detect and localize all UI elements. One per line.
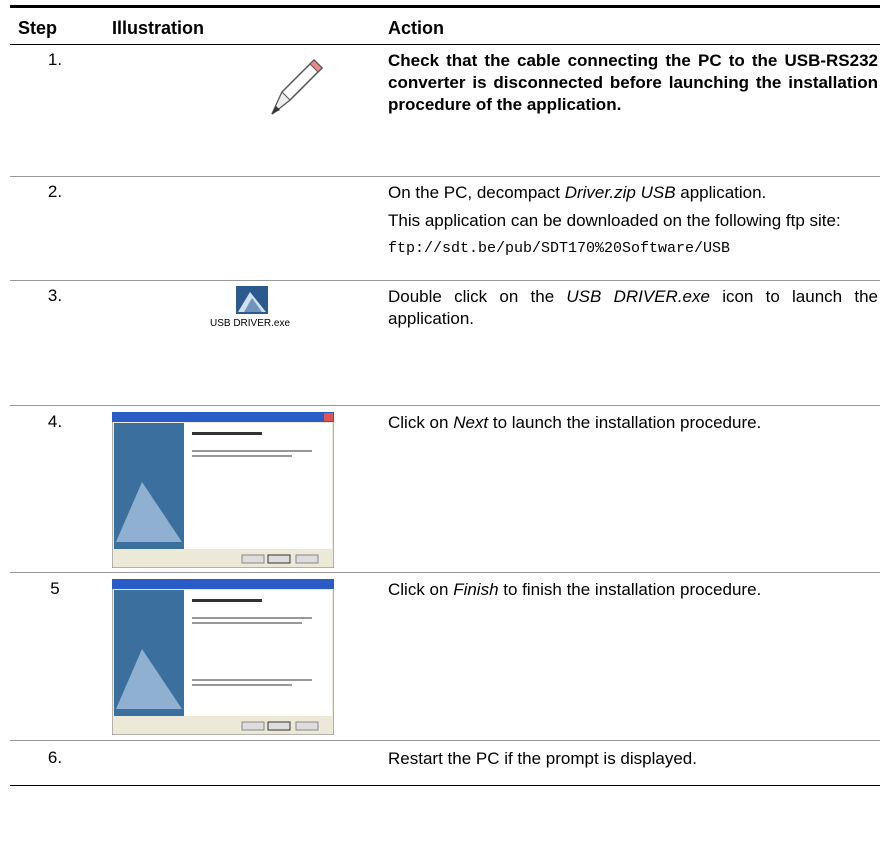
step-number: 5	[50, 579, 60, 598]
text: application.	[675, 183, 767, 202]
text: Click on	[388, 413, 454, 432]
text: USB DRIVER.exe	[566, 287, 710, 306]
step-number: 6.	[47, 748, 63, 767]
action-text: Restart the PC if the prompt is displaye…	[388, 748, 878, 776]
text: On the PC, decompact	[388, 183, 565, 202]
header-rule	[10, 44, 880, 45]
action-text: Click on Finish to finish the installati…	[388, 579, 878, 607]
installer-icon	[236, 286, 268, 314]
text: Click on	[388, 580, 454, 599]
row-rule	[10, 176, 880, 177]
row-rule	[10, 740, 880, 741]
text: icon to launch the application.	[388, 287, 878, 328]
step-number: 3.	[47, 286, 63, 305]
action-text: Double click on the USB DRIVER.exe icon …	[388, 286, 878, 336]
text: Double click on the	[388, 287, 567, 306]
step-number: 2.	[47, 182, 63, 201]
pencil-icon	[271, 58, 324, 115]
text: Restart the PC if the prompt is displaye…	[388, 749, 697, 768]
text: to launch the installation procedure.	[488, 413, 762, 432]
wizard-screenshot	[112, 412, 334, 568]
step-number: 4.	[47, 412, 63, 431]
action-text: Check that the cable connecting the PC t…	[388, 50, 878, 122]
action-text: On the PC, decompact Driver.zip USB appl…	[388, 182, 878, 266]
step-number: 1.	[47, 50, 63, 69]
wizard-screenshot	[112, 579, 334, 735]
text: Finish	[453, 580, 499, 599]
row-rule	[10, 280, 880, 281]
text: ftp://sdt.be/pub/SDT170%20Software/USB	[388, 240, 731, 257]
row-rule	[10, 572, 880, 573]
header-action: Action	[388, 18, 444, 38]
text: to finish the installation procedure.	[498, 580, 762, 599]
text: This application can be downloaded on th…	[388, 211, 841, 230]
bottom-rule	[10, 785, 880, 786]
text: Check that the cable connecting the PC t…	[388, 51, 878, 114]
text: Driver.zip USB	[564, 183, 676, 202]
header-step: Step	[18, 18, 58, 38]
text: Next	[453, 413, 489, 432]
action-text: Click on Next to launch the installation…	[388, 412, 878, 440]
header-illustration: Illustration	[112, 18, 205, 38]
icon-label: USB DRIVER.exe	[209, 318, 291, 329]
top-rule	[10, 5, 880, 8]
row-rule	[10, 405, 880, 406]
